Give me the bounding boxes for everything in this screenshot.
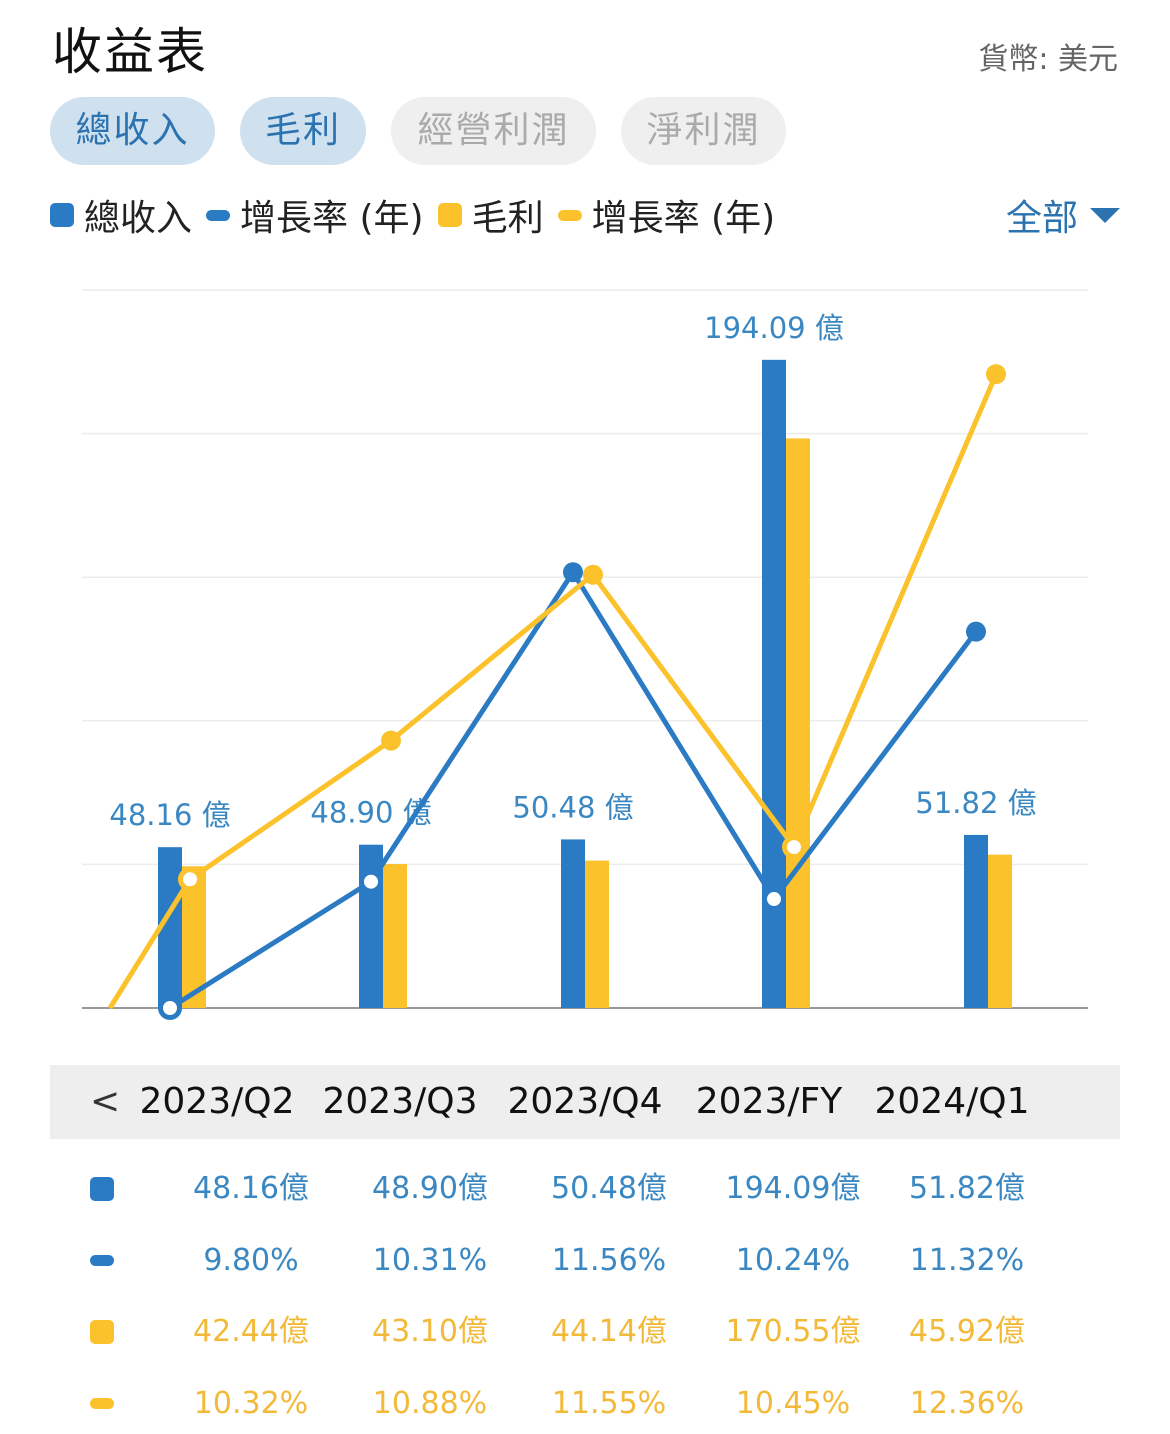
table-row: 9.80% 10.31% 11.56% 10.24% 11.32% (0, 1236, 1170, 1286)
table-cell: 11.56% (551, 1243, 667, 1278)
table-cell: 12.36% (909, 1386, 1025, 1421)
bar-data-label: 48.16 億 (109, 798, 230, 832)
bar-gross-profit (786, 438, 810, 1008)
bar-data-label: 51.82 億 (915, 786, 1036, 820)
bar-gross-profit (585, 860, 609, 1008)
period-filter-dropdown[interactable]: 全部 (1006, 190, 1120, 240)
square-blue-icon (90, 1177, 114, 1201)
bar-revenue (964, 834, 988, 1008)
table-row: 10.32% 10.88% 11.55% 10.45% 12.36% (0, 1379, 1170, 1429)
caret-down-icon (1090, 207, 1120, 223)
table-cell: 9.80% (203, 1243, 299, 1278)
table-row: 42.44億 43.10億 44.14億 170.55億 45.92億 (0, 1307, 1170, 1357)
revenue-growth-point (966, 621, 986, 642)
chart-legend: 總收入 增長率 (年) 毛利 增長率 (年) (50, 190, 789, 240)
table-cell: 50.48億 (551, 1171, 667, 1206)
legend-label: 增長率 (年) (591, 198, 776, 239)
currency-label: 貨幣: 美元 (978, 42, 1118, 77)
legend-item-revenue-growth[interactable]: 增長率 (年) (206, 189, 424, 241)
legend-label: 增長率 (年) (240, 198, 424, 239)
bar-gross-profit (988, 854, 1012, 1008)
gross-growth-point (381, 730, 401, 751)
bar-data-label: 194.09 億 (704, 311, 844, 345)
bar-data-label: 50.48 億 (512, 790, 633, 824)
period-2023-fy[interactable]: 2023/FY (695, 1081, 843, 1122)
table-cell: 51.82億 (909, 1171, 1025, 1206)
gross-growth-point-inner (183, 872, 197, 887)
tab-gross-profit[interactable]: 毛利 (240, 97, 366, 165)
table-cell: 48.16億 (193, 1171, 309, 1206)
table-cell: 10.45% (735, 1386, 851, 1421)
table-cell: 45.92億 (909, 1314, 1025, 1349)
legend-label: 毛利 (471, 198, 544, 239)
table-cell: 42.44億 (193, 1314, 309, 1349)
tab-net-profit[interactable]: 淨利潤 (621, 97, 786, 165)
table-cell: 10.88% (372, 1386, 488, 1421)
table-cell: 11.32% (909, 1243, 1025, 1278)
period-header: < 2023/Q2 2023/Q3 2023/Q4 2023/FY 2024/Q1 (50, 1065, 1120, 1139)
bar-revenue (561, 839, 585, 1008)
legend-item-gross-growth[interactable]: 增長率 (年) (557, 189, 776, 241)
table-cell: 10.32% (193, 1386, 309, 1421)
period-2024-q1[interactable]: 2024/Q1 (874, 1081, 1030, 1122)
table-cell: 11.55% (551, 1386, 667, 1421)
gross-growth-point-inner (787, 840, 801, 855)
table-cell: 44.14億 (551, 1314, 667, 1349)
tab-operating-profit[interactable]: 經營利潤 (391, 97, 596, 165)
bar-gross-profit (383, 864, 407, 1008)
legend-label: 總收入 (84, 198, 193, 239)
period-2023-q4[interactable]: 2023/Q4 (507, 1081, 663, 1122)
table-cell: 43.10億 (372, 1314, 488, 1349)
gross-growth-point (583, 564, 603, 585)
revenue-growth-point-inner (163, 1001, 177, 1015)
revenue-growth-point-inner (767, 892, 781, 907)
legend-square-yellow-icon (437, 203, 462, 227)
table-cell: 194.09億 (725, 1171, 861, 1206)
square-yellow-icon (90, 1320, 114, 1344)
tab-total-revenue[interactable]: 總收入 (50, 97, 215, 165)
table-row: 48.16億 48.90億 50.48億 194.09億 51.82億 (0, 1164, 1170, 1214)
legend-item-gross-profit[interactable]: 毛利 (437, 189, 544, 241)
page-title: 收益表 (52, 23, 208, 81)
revenue-growth-point (563, 562, 583, 583)
line-yellow-icon (90, 1398, 114, 1409)
legend-line-blue-icon (206, 209, 231, 221)
gross-growth-point (986, 364, 1006, 385)
gross-growth-line (107, 373, 999, 1010)
period-2023-q3[interactable]: 2023/Q3 (322, 1081, 478, 1122)
table-cell: 10.24% (735, 1243, 851, 1278)
period-2023-q2[interactable]: 2023/Q2 (139, 1081, 295, 1122)
line-blue-icon (90, 1255, 114, 1266)
chevron-left-icon[interactable]: < (90, 1081, 121, 1122)
revenue-growth-point-inner (364, 874, 378, 889)
table-cell: 170.55億 (725, 1314, 861, 1349)
legend-line-yellow-icon (557, 209, 582, 221)
filter-label: 全部 (1005, 198, 1078, 239)
table-cell: 48.90億 (372, 1171, 488, 1206)
legend-square-blue-icon (50, 203, 74, 227)
legend-item-revenue[interactable]: 總收入 (50, 189, 192, 241)
table-cell: 10.31% (372, 1243, 488, 1278)
